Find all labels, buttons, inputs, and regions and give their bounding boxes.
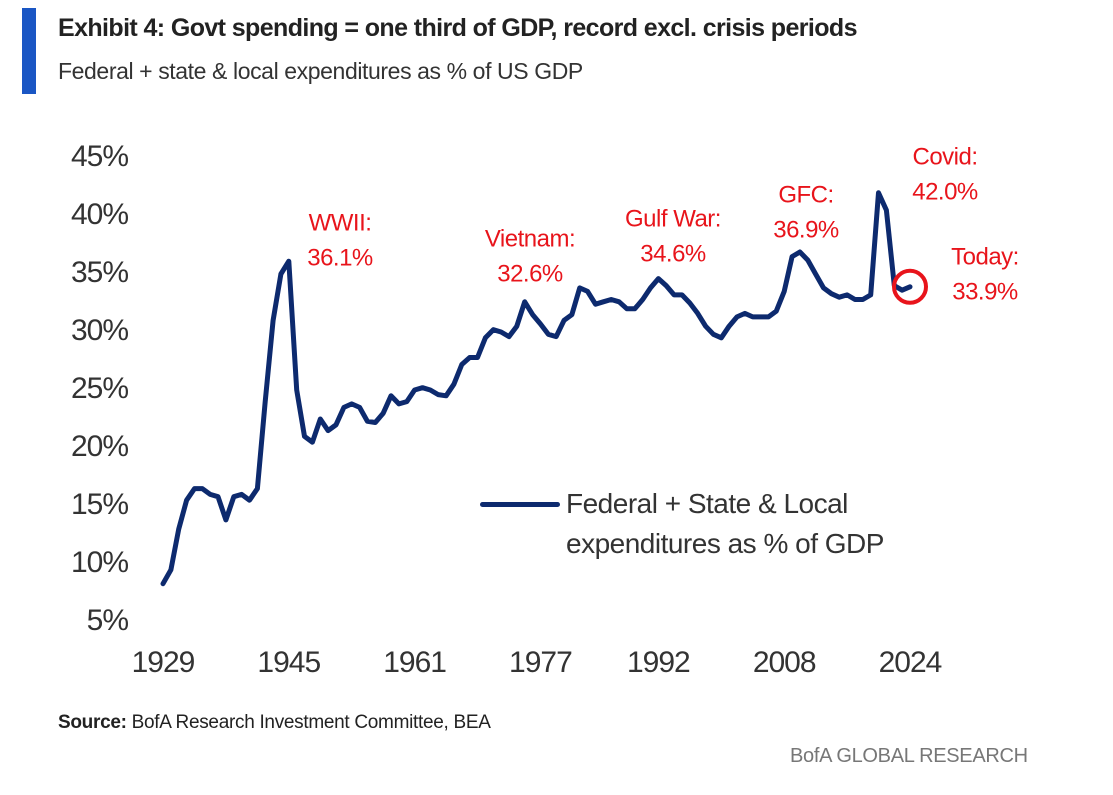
annotation: WWII: [309,209,372,236]
annotation: Gulf War: [625,205,721,232]
y-tick-label: 45% [71,140,128,173]
x-tick-label: 1992 [627,646,690,679]
annotation: 33.9% [952,278,1018,305]
y-tick-label: 5% [87,604,129,637]
line-series [160,190,913,587]
annotation: Today: [951,243,1019,270]
source: Source: BofA Research Investment Committ… [58,712,491,734]
annotation: 42.0% [912,178,978,205]
y-tick-label: 20% [71,430,128,463]
footer: BofA GLOBAL RESEARCH [790,745,1028,767]
annotation: Vietnam: [485,225,575,252]
y-tick-label: 30% [71,314,128,347]
x-tick-label: 1977 [509,646,572,679]
legend-swatch [480,502,560,507]
x-tick-label: 1945 [257,646,320,679]
y-tick-label: 35% [71,256,128,289]
x-tick-label: 2024 [879,646,942,679]
accent-bar [22,8,36,94]
x-tick-label: 2008 [753,646,816,679]
y-tick-label: 15% [71,488,128,521]
source-text: BofA Research Investment Committee, BEA [131,712,491,733]
highlight-circle [892,268,928,305]
chart-title: Exhibit 4: Govt spending = one third of … [58,14,857,42]
y-tick-label: 40% [71,198,128,231]
annotation: GFC: [778,181,833,208]
y-tick-label: 10% [71,546,128,579]
chart-subtitle: Federal + state & local expenditures as … [58,58,583,84]
annotation: 34.6% [640,240,706,267]
legend: Federal + State & Local expenditures as … [480,484,906,564]
legend-label: Federal + State & Local expenditures as … [566,488,884,559]
annotation: 32.6% [497,260,563,287]
x-tick-label: 1961 [383,646,446,679]
annotation: 36.1% [307,244,373,271]
annotation: 36.9% [773,216,839,243]
x-tick-label: 1929 [132,646,195,679]
source-label: Source: [58,712,127,733]
y-tick-label: 25% [71,372,128,405]
annotation: Covid: [912,143,977,170]
